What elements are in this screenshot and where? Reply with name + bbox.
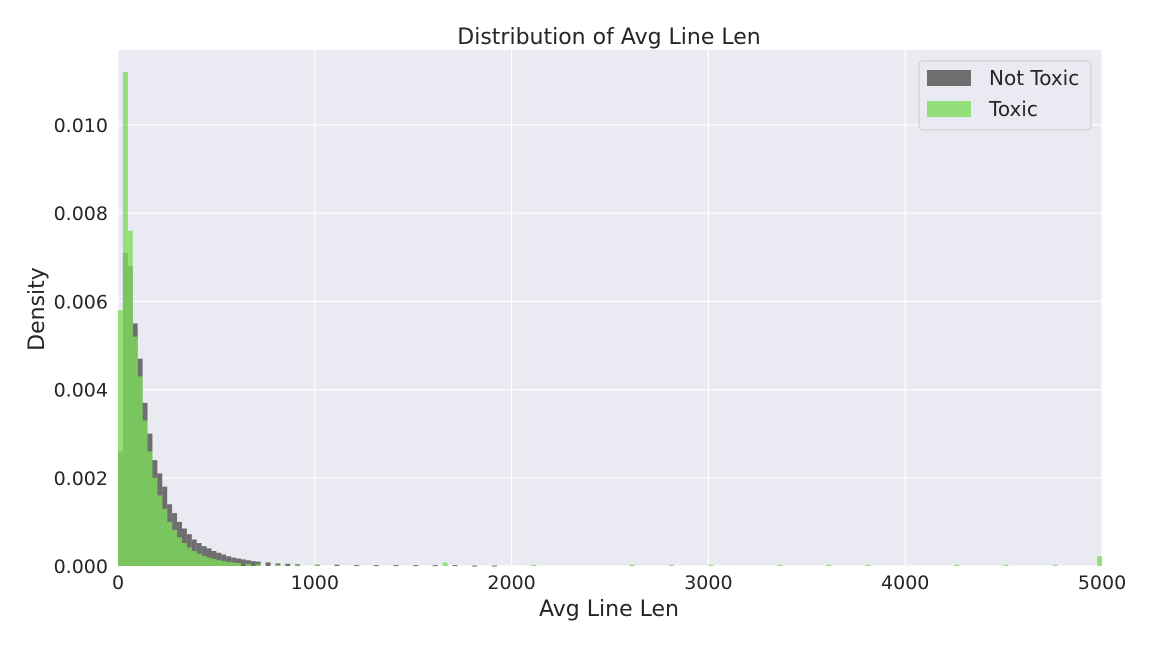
legend-label-toxic: Toxic: [988, 97, 1038, 121]
histogram-bar: [826, 564, 832, 566]
histogram-bar: [206, 548, 212, 566]
y-tick-label: 0.004: [54, 380, 108, 402]
histogram-bar: [491, 565, 497, 567]
histogram-bar: [147, 451, 153, 566]
histogram-bar: [1003, 564, 1009, 566]
legend-label-not-toxic: Not Toxic: [989, 66, 1079, 90]
histogram-bar: [285, 563, 291, 566]
histogram-bar: [442, 562, 448, 566]
legend: Not Toxic Toxic: [918, 60, 1092, 131]
histogram-bar: [708, 564, 714, 566]
histogram-bar: [231, 557, 237, 566]
y-tick-label: 0.006: [54, 291, 108, 313]
histogram-bar: [162, 508, 168, 566]
histogram-bar: [472, 565, 478, 567]
histogram-bar: [142, 420, 148, 566]
histogram-bar: [275, 564, 281, 566]
histogram-bar: [1097, 556, 1102, 566]
histogram-bar: [191, 551, 197, 566]
legend-swatch-toxic: [927, 101, 971, 117]
histogram-bar: [196, 553, 202, 566]
x-tick-label: 0: [112, 572, 124, 594]
x-tick-label: 3000: [684, 572, 732, 594]
histogram-bar: [334, 564, 340, 566]
y-axis-label: Density: [25, 267, 50, 351]
histogram-bar: [452, 565, 458, 567]
histogram-bar: [777, 564, 783, 566]
histogram-bar: [255, 561, 261, 566]
histogram-bar: [373, 565, 379, 567]
histogram-bar: [236, 562, 241, 566]
histogram-bar: [118, 310, 123, 566]
gridlines: [117, 50, 1103, 567]
y-tick-label: 0.002: [54, 468, 108, 490]
plot-area: [118, 50, 1102, 566]
histogram-bar: [354, 565, 360, 567]
y-axis-ticks: 0.000 0.002 0.004 0.006 0.008 0.010: [54, 115, 108, 578]
histogram-bar: [432, 565, 438, 567]
histogram-bar: [245, 560, 251, 566]
histogram-bar: [216, 552, 222, 566]
histogram-bar: [314, 565, 320, 567]
histogram-bar: [236, 558, 241, 566]
histogram-bar: [152, 477, 158, 566]
histogram-bar: [181, 543, 187, 566]
histogram-bar: [245, 563, 251, 566]
x-tick-label: 1000: [291, 572, 339, 594]
histogram-bar: [531, 564, 537, 566]
histogram-bar: [172, 529, 178, 566]
histogram-bar: [865, 564, 871, 566]
histogram-bar: [241, 559, 246, 566]
chart-title: Distribution of Avg Line Len: [457, 25, 760, 50]
histogram-bar: [295, 565, 301, 567]
y-tick-label: 0.008: [54, 203, 108, 225]
x-axis-ticks: 0 1000 2000 3000 4000 5000: [112, 572, 1126, 594]
y-tick-label: 0.000: [54, 556, 108, 578]
x-tick-label: 2000: [487, 572, 535, 594]
histogram-bar: [231, 562, 237, 566]
x-tick-label: 5000: [1078, 572, 1126, 594]
legend-swatch-not-toxic: [927, 70, 971, 86]
histogram-bar: [265, 562, 271, 566]
histogram-bar: [226, 556, 232, 566]
histogram-bar: [226, 562, 232, 566]
histogram-bar: [221, 554, 227, 566]
histogram-bar: [221, 561, 227, 566]
histogram-bar: [132, 336, 138, 566]
histogram-bar: [211, 558, 217, 566]
y-tick-label: 0.010: [54, 115, 108, 137]
histogram-bar: [157, 495, 163, 566]
histogram-bar: [127, 230, 133, 567]
histogram-bar: [177, 537, 182, 566]
histogram-bar: [167, 521, 173, 566]
histogram-bar: [122, 72, 128, 567]
histogram-bar: [186, 547, 192, 566]
histogram-bar: [275, 563, 281, 566]
histogram-bar: [211, 551, 217, 566]
histogram-bar: [954, 564, 960, 566]
histogram-bar: [206, 557, 212, 566]
histogram-bar: [250, 561, 256, 566]
histogram-bar: [1052, 564, 1058, 566]
histogram-bar: [413, 565, 419, 567]
histogram-bar: [201, 555, 207, 566]
histogram-bar: [629, 564, 635, 566]
x-axis-label: Avg Line Len: [539, 597, 679, 622]
histogram-bar: [669, 564, 674, 566]
histogram-bar: [216, 560, 222, 566]
histogram-bar: [393, 565, 399, 567]
histogram-bar: [255, 564, 261, 566]
x-tick-label: 4000: [881, 572, 929, 594]
series-toxic: [118, 72, 1102, 567]
histogram-bar: [137, 376, 143, 566]
